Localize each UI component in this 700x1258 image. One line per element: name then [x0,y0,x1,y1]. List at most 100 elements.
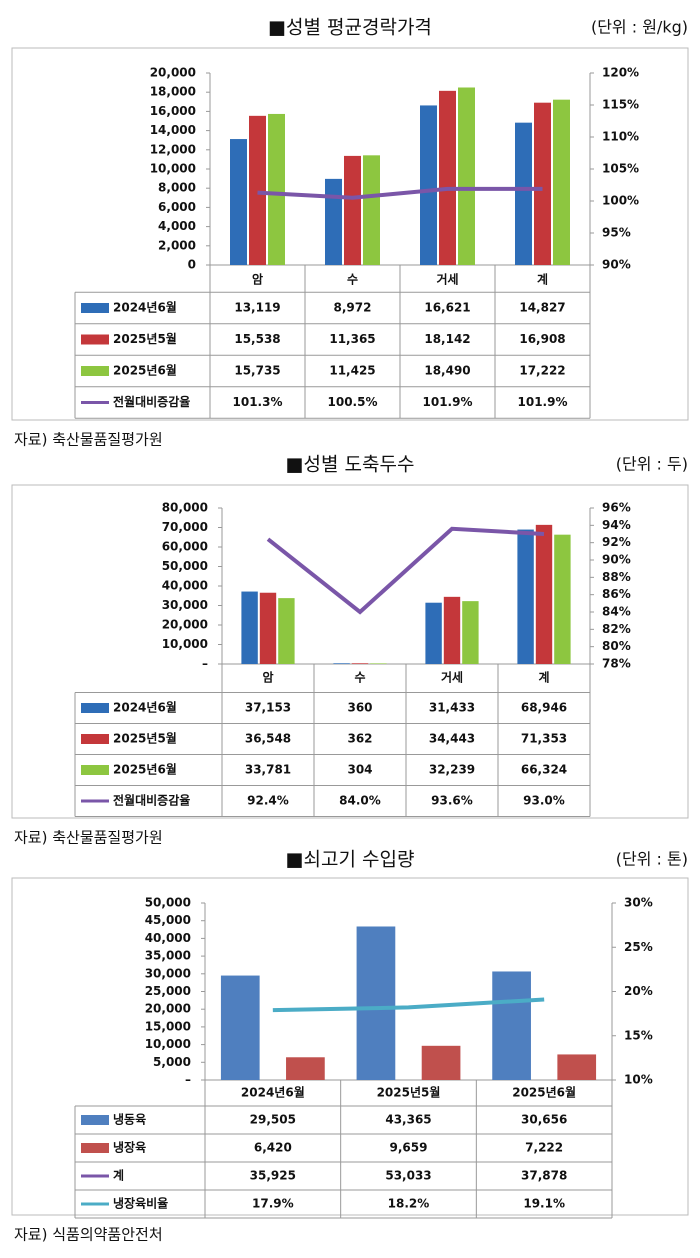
table-cell: 8,972 [334,301,372,315]
table-cell: 18,490 [424,364,470,378]
unit-label: (단위 : 원/kg) [591,18,688,37]
y2-tick-label: 86% [602,587,631,601]
unit-label: (단위 : 두) [616,455,688,474]
bar [370,663,387,664]
y-tick-label: 20,000 [150,66,196,80]
legend-label: 냉장육비율 [113,1196,168,1211]
bar [439,90,456,266]
legend-swatch [81,765,109,775]
legend-label: 2025년5월 [113,331,177,346]
y2-tick-label: 30% [624,896,653,910]
table-cell: 31,433 [429,701,475,715]
y-tick-label: 0 [188,258,196,272]
table-cell: 101.9% [518,395,568,409]
table-cell: 34,443 [429,732,475,746]
legend-label: 계 [113,1168,124,1183]
y-tick-label: 70,000 [162,520,208,534]
bar [462,601,479,664]
table-cell: 71,353 [521,732,567,746]
table-cell: 18,142 [424,332,470,346]
source-note: 자료) 식품의약품안전처 [14,1226,163,1244]
table-cell: 68,946 [521,701,567,715]
y-tick-label: 20,000 [145,1002,191,1016]
bar [259,592,277,664]
bar [420,105,437,265]
legend-label: 2025년5월 [113,731,177,746]
table-cell: 14,827 [519,301,565,315]
table-cell: 36,548 [245,732,291,746]
y2-tick-label: 95% [602,226,631,240]
y-tick-label: 30,000 [145,966,191,980]
table-cell: 32,239 [429,763,475,777]
table-cell: 362 [347,732,372,746]
chart-title: ■쇠고기 수입량 [286,849,415,871]
table-cell: 6,420 [254,1141,292,1155]
table-cell: 101.3% [233,395,283,409]
y-tick-label: 30,000 [162,598,208,612]
table-cell: 37,878 [521,1169,567,1183]
legend-label: 냉동육 [113,1112,146,1127]
legend-swatch [81,734,109,744]
table-cell: 93.0% [523,794,565,808]
table-cell: 43,365 [385,1113,431,1127]
category-label: 거세 [436,272,458,287]
y2-tick-label: 88% [602,570,631,584]
source-note: 자료) 축산물품질평가원 [14,431,163,449]
bar [268,113,285,265]
y-tick-label: 40,000 [162,579,208,593]
bar [425,602,442,664]
y2-tick-label: 25% [624,940,653,954]
y-tick-label: 10,000 [150,162,196,176]
line-series [272,997,545,1013]
bar [344,155,361,265]
table-cell: 101.9% [423,395,473,409]
legend-label: 2025년6월 [113,363,177,378]
y2-tick-label: 94% [602,518,631,532]
table-cell: 17,222 [519,364,565,378]
y-tick-label: 8,000 [158,181,196,195]
table-cell: 15,735 [234,364,280,378]
bar [421,1045,461,1080]
y-tick-label: 50,000 [145,896,191,910]
table-cell: 360 [347,701,372,715]
table-cell: 9,659 [390,1141,428,1155]
y-tick-label: 60,000 [162,540,208,554]
table-cell: 11,425 [329,364,375,378]
y-tick-label: – [202,657,208,671]
bar [286,1057,325,1080]
legend-label: 2024년6월 [113,700,177,715]
y2-tick-label: 80% [602,639,631,653]
category-label: 2025년6월 [512,1085,576,1100]
category-label: 2025년5월 [377,1085,441,1100]
y-tick-label: 20,000 [162,618,208,632]
y-tick-label: 4,000 [158,219,196,233]
y-tick-label: 35,000 [145,949,191,963]
category-label: 암 [252,273,263,287]
chart-title: ■성별 도축두수 [286,454,415,476]
bar [363,155,380,265]
y-tick-label: 25,000 [145,984,191,998]
legend-swatch [81,366,109,376]
bar [534,102,551,265]
bar [249,115,266,265]
legend-label: 냉장육 [113,1140,146,1155]
legend-swatch [81,703,109,713]
bar [351,663,369,664]
category-label: 수 [354,671,365,685]
y-tick-label: 5,000 [153,1055,191,1069]
line-series [266,526,545,615]
y2-tick-label: 96% [602,501,631,515]
bar [554,534,571,664]
table-cell: 100.5% [328,395,378,409]
unit-label: (단위 : 톤) [616,850,688,869]
table-cell: 304 [347,763,372,777]
y-tick-label: 15,000 [145,1019,191,1033]
table-cell: 84.0% [339,794,381,808]
y-tick-label: 16,000 [150,104,196,118]
table-cell: 18.2% [388,1197,430,1211]
table-cell: 29,505 [250,1113,296,1127]
bar [515,122,532,265]
y2-tick-label: 10% [624,1073,653,1087]
y2-tick-label: 20% [624,984,653,998]
category-label: 2024년6월 [241,1085,305,1100]
